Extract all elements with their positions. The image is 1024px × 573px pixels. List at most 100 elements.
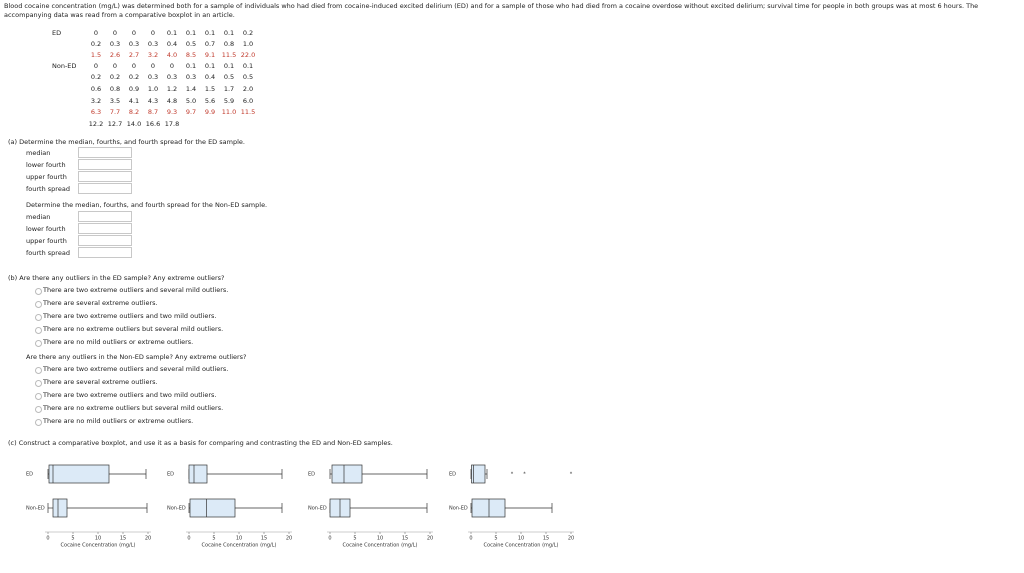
radio[interactable] <box>35 301 42 308</box>
table-cell: 22.0 <box>240 51 256 59</box>
x-tick-label: 20 <box>427 536 433 542</box>
box <box>331 464 363 484</box>
table-cell: 7.7 <box>109 108 121 116</box>
table-cell: 0.3 <box>147 73 159 81</box>
box <box>471 498 506 518</box>
outlier: * <box>511 472 514 478</box>
option: There are two extreme outliers and sever… <box>43 365 229 373</box>
table-cell: 0.3 <box>147 40 159 48</box>
input[interactable] <box>78 211 132 222</box>
input[interactable] <box>78 171 132 182</box>
table-cell: 16.6 <box>145 120 161 128</box>
table-cell: 9.1 <box>204 51 216 59</box>
x-tick-label: 15 <box>402 536 408 542</box>
table-cell: 0.9 <box>128 85 140 93</box>
input[interactable] <box>78 223 132 234</box>
x-tick-label: 10 <box>377 536 383 542</box>
table-cell: 0.1 <box>166 29 178 37</box>
table-cell: 4.1 <box>128 97 140 105</box>
boxplot-option[interactable]: 0 5 10 15 20 Cocaine Concentration (mg/L) ED * *… <box>447 458 585 553</box>
table-cell: 5.6 <box>204 97 216 105</box>
option: There are no extreme outliers but severa… <box>43 404 224 412</box>
table-cell: 9.7 <box>185 108 197 116</box>
radio[interactable] <box>35 327 42 334</box>
option: There are no mild outliers or extreme ou… <box>43 338 194 346</box>
group-label: ED <box>52 29 62 37</box>
table-cell: 2.6 <box>109 51 121 59</box>
field-label: fourth spread <box>26 185 70 193</box>
category-label: ED <box>26 472 33 478</box>
input[interactable] <box>78 247 132 258</box>
table-cell: 0 <box>112 62 118 70</box>
table-cell: 0.7 <box>204 40 216 48</box>
table-cell: 6.0 <box>242 97 254 105</box>
radio[interactable] <box>35 288 42 295</box>
box <box>189 498 236 518</box>
group-label: Non-ED <box>52 62 77 70</box>
input[interactable] <box>78 235 132 246</box>
table-cell: 2.0 <box>242 85 254 93</box>
table-cell: 1.4 <box>185 85 197 93</box>
box <box>52 498 68 518</box>
category-label: ED <box>449 472 456 478</box>
table-cell: 0.6 <box>90 85 102 93</box>
table-cell: 4.8 <box>166 97 178 105</box>
x-tick-label: 10 <box>236 536 242 542</box>
x-tick-label: 5 <box>71 536 74 542</box>
table-cell: 0.2 <box>90 40 102 48</box>
intro: Blood cocaine concentration (mg/L) was d… <box>4 2 979 19</box>
table-cell: 0 <box>131 29 137 37</box>
table-cell: 0.1 <box>223 29 235 37</box>
table-cell: 2.7 <box>128 51 140 59</box>
table-cell: 3.2 <box>147 51 159 59</box>
radio[interactable] <box>35 406 42 413</box>
prompt: Determine the median, fourths, and fourt… <box>26 201 268 209</box>
boxplot-option[interactable]: 0 5 10 15 20 Cocaine Concentration (mg/L) ED No… <box>165 458 303 553</box>
table-cell: 12.7 <box>107 120 123 128</box>
radio[interactable] <box>35 314 42 321</box>
field-label: upper fourth <box>26 173 67 181</box>
x-tick-label: 20 <box>145 536 151 542</box>
table-cell: 9.9 <box>204 108 216 116</box>
boxplot-option[interactable]: 0 5 10 15 20 Cocaine Concentration (mg/L) ED No… <box>24 458 162 553</box>
x-tick-label: 5 <box>212 536 215 542</box>
field-label: lower fourth <box>26 161 66 169</box>
radio[interactable] <box>35 380 42 387</box>
field-label: lower fourth <box>26 225 66 233</box>
x-axis-label: Cocaine Concentration (mg/L) <box>484 543 559 549</box>
outlier: * <box>523 472 526 478</box>
input[interactable] <box>78 183 132 194</box>
box <box>471 464 486 484</box>
x-tick-label: 5 <box>353 536 356 542</box>
table-cell: 1.7 <box>223 85 235 93</box>
table-cell: 1.5 <box>204 85 216 93</box>
radio[interactable] <box>35 393 42 400</box>
radio[interactable] <box>35 340 42 347</box>
table-cell: 0.4 <box>204 73 216 81</box>
table-cell: 17.8 <box>164 120 180 128</box>
table-cell: 0.5 <box>242 73 254 81</box>
radio[interactable] <box>35 367 42 374</box>
table-cell: 3.2 <box>90 97 102 105</box>
table-cell: 5.9 <box>223 97 235 105</box>
option: There are two extreme outliers and two m… <box>43 312 217 320</box>
table-cell: 11.0 <box>221 108 237 116</box>
prompt: (b) Are there any outliers in the ED sam… <box>8 274 225 282</box>
field-label: upper fourth <box>26 237 67 245</box>
boxplot-option[interactable]: 0 5 10 15 20 Cocaine Concentration (mg/L) ED No… <box>306 458 444 553</box>
table-cell: 0.1 <box>223 62 235 70</box>
x-tick-label: 20 <box>568 536 574 542</box>
table-cell: 8.2 <box>128 108 140 116</box>
table-cell: 9.3 <box>166 108 178 116</box>
input[interactable] <box>78 147 132 158</box>
table-cell: 0.5 <box>185 40 197 48</box>
input[interactable] <box>78 159 132 170</box>
radio[interactable] <box>35 419 42 426</box>
prompt: (c) Construct a comparative boxplot, and… <box>8 439 393 447</box>
category-label: Non-ED <box>449 506 468 512</box>
table-cell: 0.2 <box>90 73 102 81</box>
option: There are several extreme outliers. <box>43 299 158 307</box>
table-cell: 0 <box>131 62 137 70</box>
x-tick-label: 15 <box>261 536 267 542</box>
outlier: * <box>570 472 573 478</box>
